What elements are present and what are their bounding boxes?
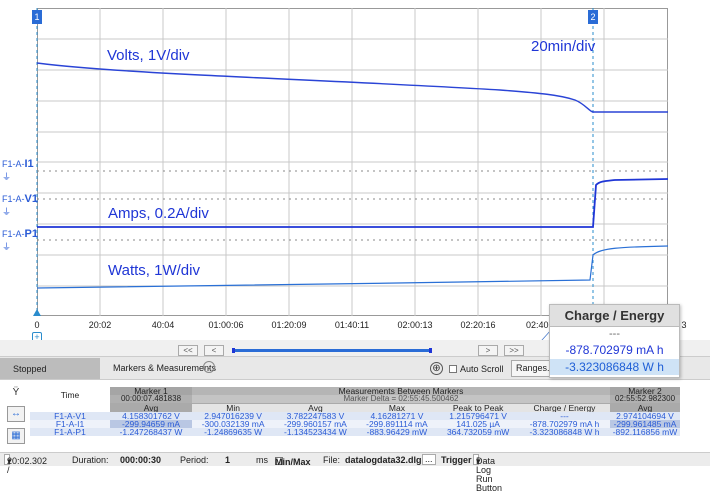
marker2-title: Marker 2 [610, 387, 680, 395]
scope-display[interactable]: 1 2 Volts, 1V/div 20min/div Amps, 0.2A/d… [0, 0, 710, 342]
x-tick: 02:20:16 [460, 320, 496, 330]
volts-trace [36, 62, 668, 113]
grid-layout-icon[interactable]: ▦ [7, 428, 25, 444]
period-unit: ms [256, 455, 268, 465]
x-tick: 0 [34, 320, 40, 330]
marker-1-flag[interactable]: 1 [32, 10, 42, 24]
table-row: F1-A-P1 -1.247268437 W -1.24869635 W -1.… [30, 428, 680, 436]
period-label: Period: [180, 455, 209, 465]
channel-label-p1[interactable]: F1-A-P1 ⏚ [2, 228, 38, 252]
duration-value[interactable]: 000:00:30 [120, 455, 162, 465]
trigger-label: Trigger [441, 455, 472, 465]
watts-label: Watts, 1W/div [108, 262, 200, 279]
timeline-scroll-row [0, 340, 710, 356]
auto-scroll-checkbox[interactable]: Auto Scroll [449, 364, 504, 374]
markers-measurements-label[interactable]: Markers & Measurements [113, 363, 217, 373]
checkbox-icon[interactable] [449, 365, 457, 373]
watts-trace [36, 245, 669, 289]
channel-label-v1[interactable]: F1-A-V1 ⏚ [2, 193, 38, 217]
x-tick: 20:02 [88, 320, 112, 330]
marker1-title: Marker 1 [110, 387, 192, 395]
timebase-label: 20min/div [531, 38, 596, 55]
popup-dashes: --- [609, 328, 620, 340]
ground-icon: ⏚ [2, 172, 12, 182]
x-tick: 01:40:11 [334, 320, 370, 330]
x-tick: 02:40:1 [525, 320, 557, 330]
between-title: Measurements Between Markers [192, 387, 610, 395]
chevron-down-icon: ▾ [7, 456, 12, 466]
ground-icon: ⏚ [2, 207, 12, 217]
x-tick: 40:04 [151, 320, 175, 330]
marker-delta: Marker Delta = 02:55:45.500462 [192, 395, 610, 404]
duration-label: Duration: [72, 455, 109, 465]
popup-energy: -3.323086848 W h [550, 359, 679, 375]
status-stopped: Stopped [0, 358, 100, 379]
browse-button[interactable]: ... [422, 454, 436, 465]
scroll-prev-button[interactable]: < [204, 345, 224, 356]
timebase-select[interactable]: 20:02.302 / ▾ [4, 454, 47, 475]
popup-charge: -878.702979 mA h [565, 343, 664, 357]
popup-title: Charge / Energy [550, 305, 679, 327]
fit-width-icon[interactable]: ↔ [7, 406, 25, 422]
amps-trace [37, 178, 669, 228]
scroll-next-button[interactable]: > [478, 345, 498, 356]
period-value[interactable]: 1 [225, 455, 231, 465]
scroll-last-button[interactable]: >> [504, 345, 524, 356]
column-header: Charge / Energy [518, 403, 610, 412]
column-header: Avg [110, 403, 192, 412]
trigger-select[interactable]: Data Log Run Button ▾ [473, 454, 502, 493]
checkbox-icon[interactable] [275, 457, 283, 465]
column-header: Max [356, 403, 438, 412]
x-tick: 01:20:09 [271, 320, 307, 330]
chevron-down-icon[interactable]: ⌄ [203, 361, 215, 373]
status-bar: 20:02.302 / ▾ Duration: 000:00:30 Period… [0, 452, 710, 493]
measurements-table: Time Marker 1 Measurements Between Marke… [30, 387, 680, 436]
file-label: File: [323, 455, 341, 465]
timeline-slider[interactable] [232, 348, 432, 353]
volts-label: Volts, 1V/div [107, 47, 190, 64]
ground-icon: ⏚ [2, 242, 12, 252]
marker2-time: 02:55:52.982300 [610, 395, 680, 404]
charge-energy-popup: Charge / Energy --- -878.702979 mA h -3.… [549, 304, 680, 378]
measurement-tool-icons: Ÿ ↔ ▦ [0, 382, 30, 450]
chevron-down-icon: ▾ [476, 456, 481, 466]
time-header: Time [30, 387, 110, 404]
scroll-first-button[interactable]: << [178, 345, 198, 356]
channel-label-i1[interactable]: F1-A-I1 ⏚ [2, 158, 34, 182]
crosshair-icon[interactable]: ⊕ [430, 362, 443, 375]
scope-traces [33, 8, 669, 340]
column-header: Peak to Peak [437, 403, 519, 412]
x-tick: 01:00:06 [208, 320, 244, 330]
x-tick: 3 [681, 320, 687, 330]
column-header: Avg [274, 403, 357, 412]
x-tick: 02:00:13 [397, 320, 433, 330]
ranges-button[interactable]: Ranges... [511, 360, 555, 377]
marker-tool-icon[interactable]: Ÿ [12, 387, 20, 398]
amps-label: Amps, 0.2A/div [108, 205, 209, 222]
marker1-time: 00:00:07.481838 [110, 395, 192, 404]
table-row: F1-A-I1 -299.94659 mA -300.032139 mA -29… [30, 420, 680, 428]
column-header: Min [192, 403, 275, 412]
marker-2-flag[interactable]: 2 [588, 10, 598, 24]
column-header: Avg [610, 403, 680, 412]
table-row: F1-A-V1 4.158301762 V 2.947016239 V 3.78… [30, 412, 680, 420]
file-name: datalogdata32.dlg [345, 455, 422, 465]
